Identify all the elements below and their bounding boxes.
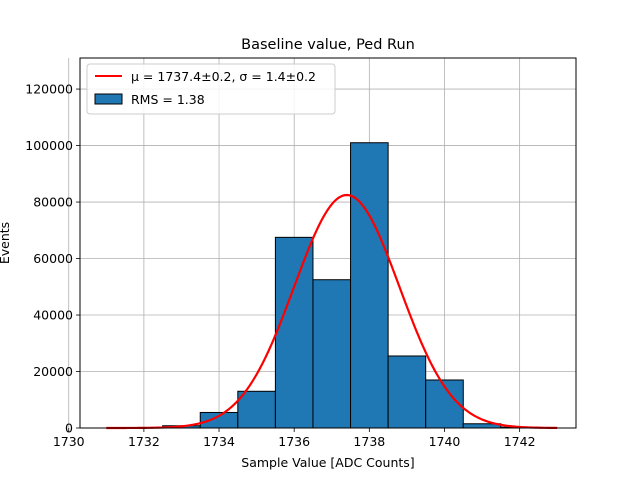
x-tick-label: 1738 (353, 434, 385, 449)
y-axis-label: Events (0, 222, 12, 264)
legend: μ = 1737.4±0.2, σ = 1.4±0.2 RMS = 1.38 (86, 63, 336, 115)
x-tick-label: 1732 (128, 434, 160, 449)
legend-hist-label: RMS = 1.38 (131, 92, 205, 107)
y-tick-label: 20000 (33, 364, 73, 379)
histogram-bar (312, 279, 352, 429)
y-tick-label: 0 (65, 421, 73, 436)
y-tick-label: 40000 (33, 308, 73, 323)
legend-fit-label: μ = 1737.4±0.2, σ = 1.4±0.2 (131, 69, 316, 84)
legend-hist-swatch (94, 93, 123, 105)
x-tick-label: 1734 (203, 434, 235, 449)
x-tick-label: 1742 (504, 434, 536, 449)
x-tick-label: 1736 (278, 434, 310, 449)
legend-box (86, 63, 336, 115)
y-tick-label: 120000 (25, 82, 73, 97)
plot-frame (79, 57, 577, 429)
x-axis-label: Sample Value [ADC Counts] (241, 455, 414, 470)
x-tick-label: 1730 (53, 434, 85, 449)
y-tick-label: 100000 (25, 138, 73, 153)
histogram-bar (274, 236, 314, 429)
fit-curve (106, 193, 558, 430)
y-tick-label: 60000 (33, 251, 73, 266)
histogram-bar (350, 142, 389, 429)
histogram-bar (387, 355, 427, 429)
x-axis-ticks: 1730 1732 1734 1736 1738 1740 1742 (53, 428, 536, 449)
chart-title: Baseline value, Ped Run (241, 37, 415, 53)
y-axis-ticks: 0 20000 40000 60000 80000 100000 120000 (25, 82, 80, 436)
histogram-bar (237, 390, 276, 429)
y-tick-label: 80000 (33, 195, 73, 210)
gaussian-fit (106, 193, 558, 430)
x-tick-label: 1740 (429, 434, 461, 449)
